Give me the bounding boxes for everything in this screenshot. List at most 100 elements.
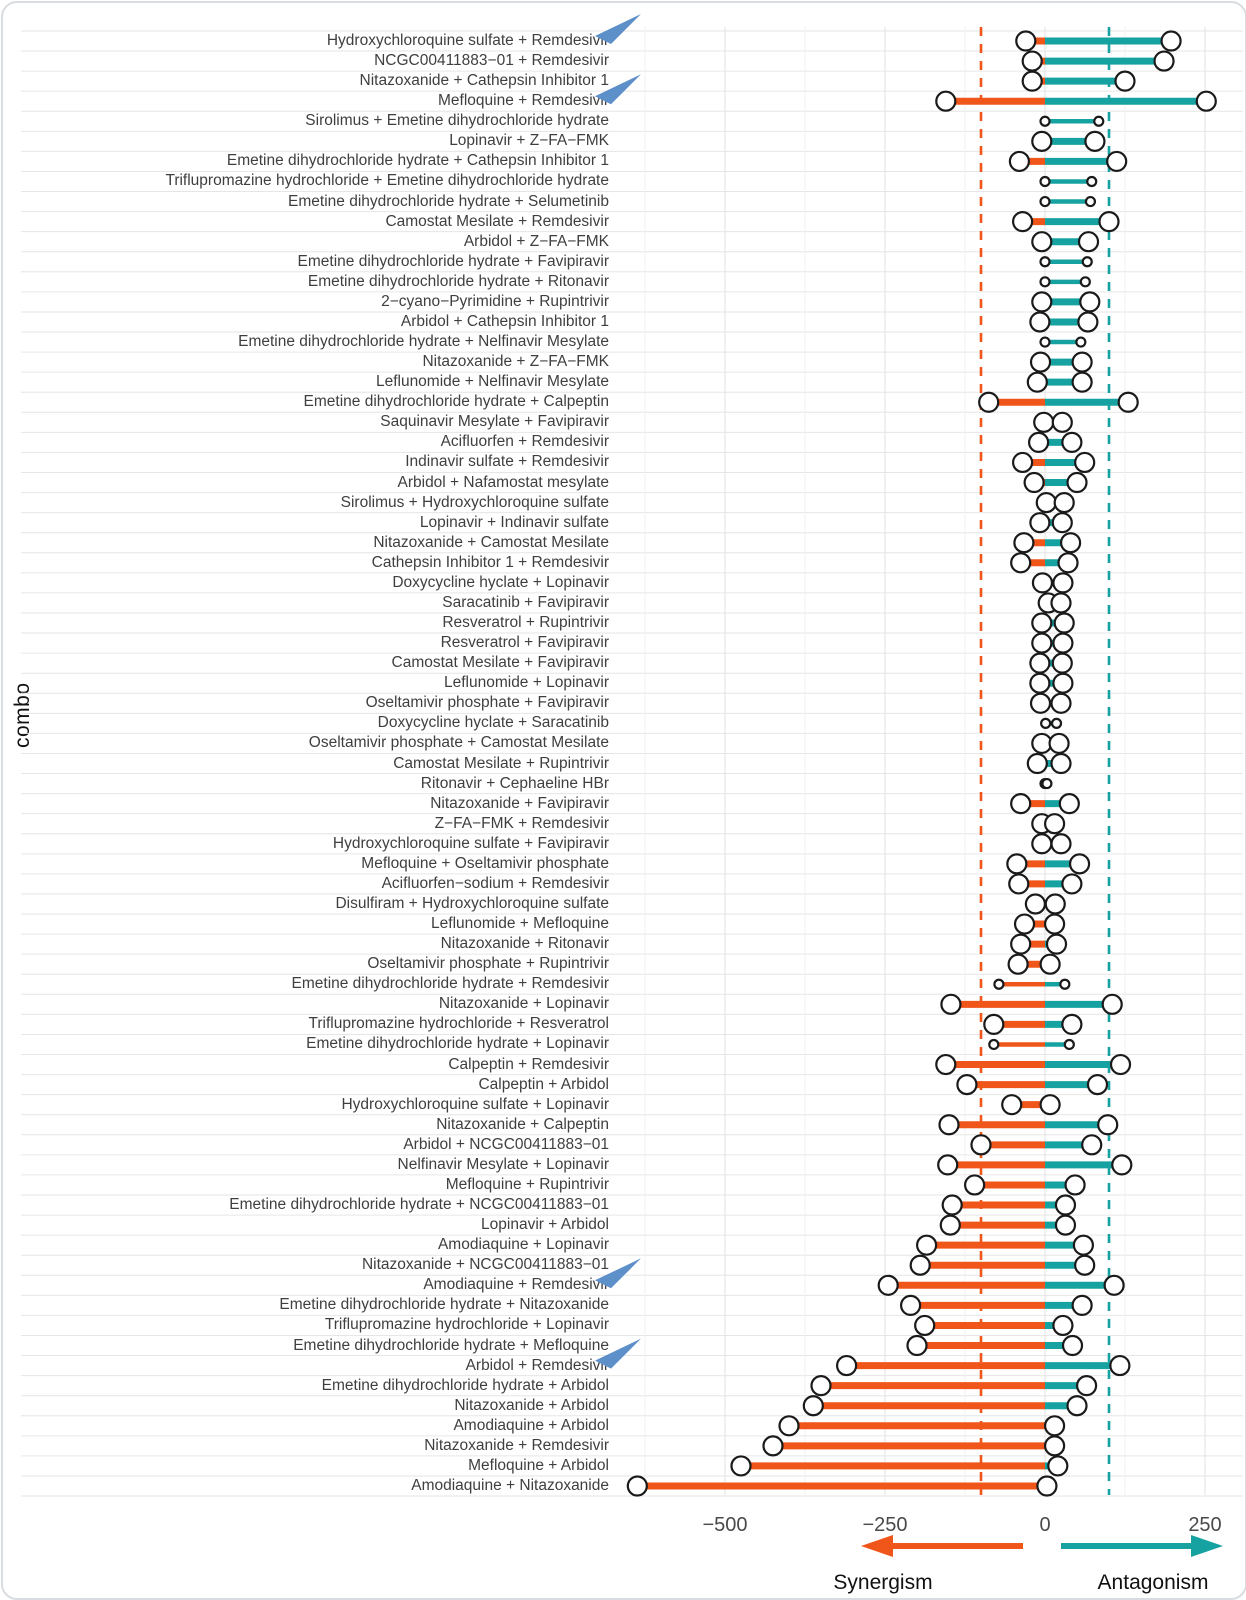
highlight-arrow-icon	[595, 1338, 641, 1369]
antagonism-endpoint-marker	[1050, 833, 1072, 855]
synergism-endpoint-marker	[626, 1475, 648, 1497]
synergism-endpoint-marker	[1031, 130, 1053, 152]
antagonism-endpoint-marker	[1044, 893, 1066, 915]
combo-label: Emetine dihydrochloride hydrate + Nitazo…	[279, 1296, 609, 1314]
combo-label: Ritonavir + Cephaeline HBr	[420, 774, 609, 792]
synergism-endpoint-marker	[941, 1194, 963, 1216]
highlight-arrow-icon	[595, 14, 641, 44]
antagonism-endpoint-marker	[1054, 1194, 1077, 1216]
synergism-endpoint-marker	[938, 1114, 960, 1136]
synergism-endpoint-marker	[1039, 115, 1051, 127]
synergism-endpoint-marker	[1029, 311, 1051, 333]
legend-antagonism-label: Antagonism	[1098, 1571, 1209, 1594]
synergism-endpoint-marker	[1006, 853, 1028, 875]
combo-label: Hydroxychloroquine sulfate + Lopinavir	[341, 1095, 609, 1113]
synergism-endpoint-marker	[1031, 632, 1053, 654]
antagonism-endpoint-marker	[1053, 612, 1075, 634]
synergism-endpoint-marker	[835, 1354, 858, 1377]
antagonism-endpoint-marker	[1084, 195, 1097, 208]
x-axis-tick-label: −250	[862, 1514, 907, 1536]
combo-label: Emetine dihydrochloride hydrate + NCGC00…	[229, 1196, 609, 1214]
antagonism-endpoint-marker	[1050, 692, 1072, 714]
highlight-arrow-icon	[595, 1258, 641, 1289]
antagonism-endpoint-marker	[1075, 336, 1087, 348]
synergism-endpoint-marker	[1011, 451, 1034, 474]
combo-label: Mefloquine + Rupintrivir	[445, 1175, 609, 1193]
antagonism-endpoint-marker	[1043, 813, 1066, 835]
synergism-endpoint-marker	[1013, 532, 1035, 554]
antagonism-endpoint-marker	[1061, 1013, 1083, 1036]
synergism-endpoint-marker	[730, 1455, 752, 1477]
antagonism-endpoint-marker	[1101, 993, 1123, 1015]
highlight-arrow-icon	[595, 74, 641, 105]
antagonism-endpoint-marker	[1072, 1234, 1095, 1256]
synergism-endpoint-marker	[1040, 717, 1052, 729]
combo-label: Emetine dihydrochloride hydrate + Cathep…	[226, 152, 609, 170]
combo-label: Cathepsin Inhibitor 1 + Remdesivir	[371, 553, 609, 571]
synergism-endpoint-marker	[1031, 612, 1053, 634]
antagonism-endpoint-marker	[1111, 1154, 1133, 1176]
combo-label: Arbidol + Cathepsin Inhibitor 1	[400, 312, 609, 330]
antagonism-endpoint-marker	[1039, 1094, 1061, 1116]
combo-label: Nitazoxanide + Cathepsin Inhibitor 1	[359, 72, 609, 90]
combo-label: Camostat Mesilate + Remdesivir	[385, 212, 609, 230]
antagonism-endpoint-marker	[1051, 512, 1073, 534]
synergism-endpoint-marker	[940, 993, 962, 1015]
antagonism-endpoint-marker	[1052, 1314, 1074, 1337]
combo-label: Emetine dihydrochloride hydrate + Mefloq…	[293, 1336, 609, 1354]
combo-label: Nitazoxanide + Lopinavir	[438, 995, 609, 1013]
synergism-endpoint-marker	[802, 1395, 824, 1417]
antagonism-endpoint-marker	[1041, 777, 1053, 790]
synergism-endpoint-marker	[906, 1334, 928, 1357]
combo-label: Mefloquine + Oseltamivir phosphate	[361, 854, 609, 872]
synergism-endpoint-marker	[1001, 1094, 1023, 1116]
combo-label: Oseltamivir phosphate + Rupintrivir	[367, 955, 609, 973]
antagonism-endpoint-marker	[1195, 90, 1217, 112]
combo-label: Calpeptin + Arbidol	[478, 1075, 609, 1093]
antagonism-endpoint-marker	[1071, 371, 1093, 393]
antagonism-endpoint-marker	[1059, 532, 1082, 554]
synergism-endpoint-marker	[939, 1214, 961, 1236]
antagonism-endpoint-marker	[1043, 1435, 1066, 1457]
antagonism-endpoint-marker	[1077, 231, 1100, 253]
combo-label: Doxycycline hyclate + Saracatinib	[377, 714, 609, 732]
combo-label: Hydroxychloroquine sulfate + Remdesivir	[326, 32, 609, 49]
combo-label: Emetine dihydrochloride hydrate + Lopina…	[306, 1035, 609, 1053]
antagonism-endpoint-marker	[1058, 793, 1080, 815]
combo-label: NCGC00411883−01 + Remdesivir	[374, 52, 609, 70]
combo-label: Emetine dihydrochloride hydrate + Favipi…	[297, 252, 609, 270]
combo-label: Arbidol + Remdesivir	[465, 1356, 609, 1374]
combo-label: Triflupromazine hydrochloride + Lopinavi…	[324, 1316, 609, 1334]
synergism-endpoint-marker	[1021, 50, 1043, 72]
synergism-endpoint-marker	[915, 1234, 938, 1256]
antagonism-endpoint-marker	[1153, 50, 1175, 72]
antagonism-endpoint-marker	[1050, 752, 1072, 775]
combo-label: Nelfinavir Mesylate + Lopinavir	[397, 1155, 610, 1173]
antagonism-endpoint-marker	[1045, 933, 1068, 955]
synergism-endpoint-marker	[1031, 231, 1053, 253]
combo-label: Saracatinib + Favipiravir	[442, 593, 609, 611]
antagonism-endpoint-marker	[1117, 391, 1139, 413]
antagonism-endpoint-marker	[1063, 1038, 1075, 1051]
antagonism-endpoint-marker	[1043, 1415, 1066, 1437]
antagonism-endpoint-marker	[1071, 351, 1093, 373]
antagonism-endpoint-marker	[1114, 70, 1136, 92]
combo-label: Nitazoxanide + Favipiravir	[430, 794, 609, 812]
antagonism-endpoint-marker	[1064, 1174, 1086, 1196]
combo-label: Doxycycline hyclate + Lopinavir	[392, 573, 609, 591]
synergism-endpoint-marker	[914, 1314, 936, 1337]
combo-label: Sirolimus + Hydroxychloroquine sulfate	[340, 493, 609, 511]
combo-label: Nitazoxanide + Ritonavir	[440, 935, 609, 953]
combo-label: Emetine dihydrochloride hydrate + Arbido…	[321, 1376, 609, 1394]
combo-label: Mefloquine + Arbidol	[468, 1456, 609, 1474]
antagonism-endpoint-marker	[1061, 1334, 1084, 1357]
combo-label: Triflupromazine hydrochloride + Resverat…	[308, 1015, 609, 1033]
antagonism-endpoint-marker	[1051, 652, 1073, 674]
synergism-endpoint-marker	[1011, 211, 1034, 233]
synergism-endpoint-marker	[1008, 150, 1031, 173]
antagonism-endpoint-marker	[1054, 1214, 1077, 1236]
combo-label: Arbidol + Z−FA−FMK	[463, 232, 609, 250]
synergism-endpoint-marker	[1039, 175, 1051, 188]
combo-label: Nitazoxanide + Arbidol	[454, 1396, 609, 1414]
